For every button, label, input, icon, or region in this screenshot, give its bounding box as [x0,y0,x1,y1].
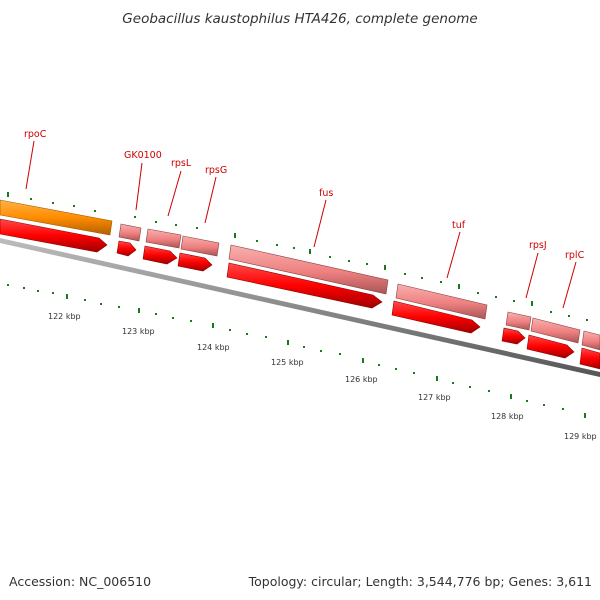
genome-backbone [0,238,600,377]
gene-block-rpsJ [505,311,532,331]
gene-block-fus [228,244,389,295]
cds-track [0,218,600,370]
kbp-label: 123 kbp [122,327,155,336]
gene-label-rpsG: rpsG [205,165,227,176]
gene-block-GK0100 [118,223,142,242]
gene-label-GK0100: GK0100 [124,150,162,161]
gene-block-next [581,330,600,351]
cds-arrow-next [579,347,600,370]
gene-block-tuf [395,283,488,320]
cds-arrow-rpsG [177,252,213,272]
kbp-label: 129 kbp [564,432,597,441]
kbp-label: 124 kbp [197,343,230,352]
kbp-label: 128 kbp [491,412,524,421]
kbp-label: 125 kbp [271,358,304,367]
gene-label-rpoC: rpoC [24,129,47,140]
cds-arrow-rpsL [142,245,178,265]
kbp-labels: 122 kbp 123 kbp 124 kbp 125 kbp 126 kbp … [48,312,597,441]
inner-scale-dots [7,284,586,418]
map-title: Geobacillus kaustophilus HTA426, complet… [122,11,477,27]
gene-label-fus: fus [319,188,333,199]
cds-arrow-tuf [391,300,481,334]
gene-block-rpsG [180,235,220,257]
kbp-label: 127 kbp [418,393,451,402]
cds-arrow-rpoC [0,218,108,253]
topology-summary: Topology: circular; Length: 3,544,776 bp… [248,574,592,589]
gene-block-rpoC [0,199,113,236]
gene-label-rplC: rplC [565,250,585,261]
gene-label-tuf: tuf [452,220,466,231]
gene-block-rplC [530,317,581,344]
cds-arrow-rpsJ [501,327,526,345]
gene-leader-lines [25,140,577,309]
accession-label: Accession: NC_006510 [9,574,152,589]
gene-label-rpsJ: rpsJ [529,240,547,251]
gene-track [0,199,600,351]
gene-labels: rpoC GK0100 rpsL rpsG fus tuf rpsJ rplC [24,129,585,261]
gene-block-rpsL [145,228,182,249]
kbp-label: 122 kbp [48,312,81,321]
cds-arrow-GK0100 [116,240,137,257]
cds-arrow-fus [226,262,383,309]
outer-tick-dots [7,192,588,321]
gene-label-rpsL: rpsL [171,158,192,169]
cds-arrow-rplC [526,334,575,359]
kbp-label: 126 kbp [345,375,378,384]
